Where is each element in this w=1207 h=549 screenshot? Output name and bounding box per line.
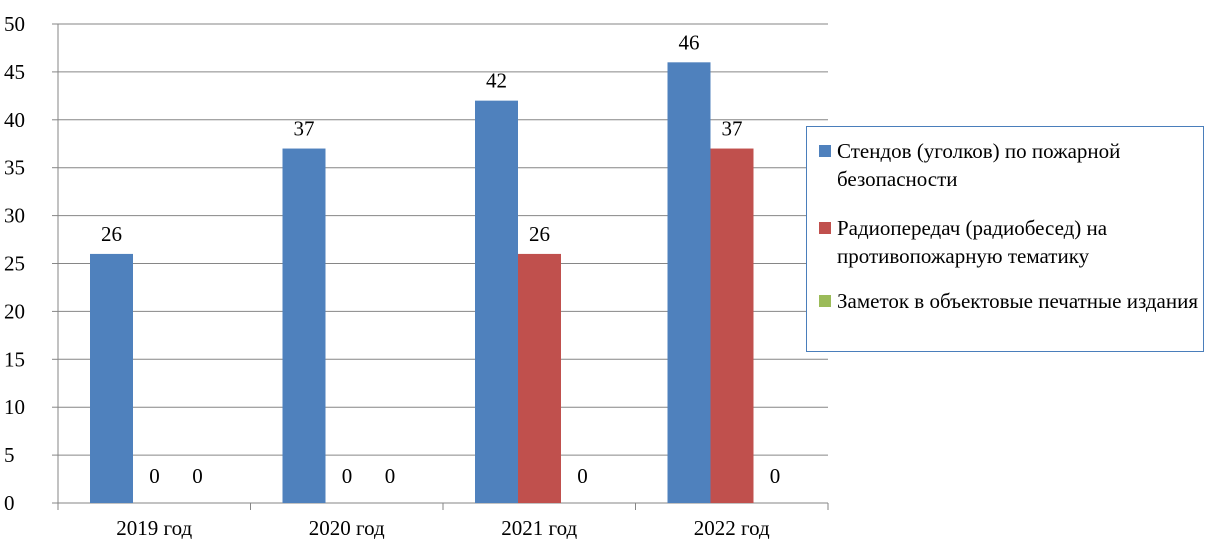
bar-1: [667, 62, 711, 503]
y-tick-label: 15: [4, 347, 25, 371]
data-label: 37: [722, 117, 743, 141]
data-label: 42: [486, 69, 507, 93]
y-tick-label: 10: [4, 395, 25, 419]
x-tick-label: 2020 год: [309, 516, 385, 540]
y-tick-label: 35: [4, 156, 25, 180]
y-tick-label: 5: [4, 443, 15, 467]
legend-label-series-3: Заметок в объектовые печатные издания: [837, 289, 1198, 313]
y-tick-label: 20: [4, 299, 25, 323]
data-label: 0: [770, 464, 781, 488]
data-label: 37: [294, 117, 315, 141]
y-tick-label: 40: [4, 108, 25, 132]
legend-item-series-3: Заметок в объектовые печатные издания: [819, 287, 1199, 315]
legend-label-series-1: Стендов (уголков) по пожарной безопаснос…: [837, 139, 1121, 191]
x-tick-label: 2022 год: [694, 516, 770, 540]
bar-1: [282, 148, 326, 504]
bar-2: [710, 148, 754, 504]
y-tick-label: 30: [4, 204, 25, 228]
bar-1: [90, 253, 133, 503]
data-label: 0: [149, 464, 160, 488]
legend-item-series-2: Радиопередач (радиобесед) на противопожа…: [819, 214, 1199, 270]
legend-swatch-series-3: [819, 295, 831, 307]
y-tick-label: 50: [4, 12, 25, 36]
data-label: 0: [385, 464, 396, 488]
data-label: 26: [529, 222, 550, 246]
x-tick-label: 2019 год: [116, 516, 192, 540]
data-label: 26: [101, 222, 122, 246]
chart-legend: Стендов (уголков) по пожарной безопаснос…: [806, 126, 1204, 352]
data-label: 0: [192, 464, 203, 488]
y-tick-label: 45: [4, 60, 25, 84]
legend-label-series-2: Радиопередач (радиобесед) на противопожа…: [837, 216, 1108, 268]
legend-item-series-1: Стендов (уголков) по пожарной безопаснос…: [819, 137, 1199, 193]
y-tick-label: 25: [4, 252, 25, 276]
y-tick-label: 0: [4, 491, 15, 515]
x-tick-label: 2021 год: [501, 516, 577, 540]
bar-2: [518, 253, 561, 503]
data-label: 0: [342, 464, 353, 488]
data-label: 0: [577, 464, 588, 488]
data-label: 46: [679, 30, 700, 54]
bar-1: [475, 100, 518, 503]
legend-swatch-series-2: [819, 222, 831, 234]
legend-swatch-series-1: [819, 145, 831, 157]
